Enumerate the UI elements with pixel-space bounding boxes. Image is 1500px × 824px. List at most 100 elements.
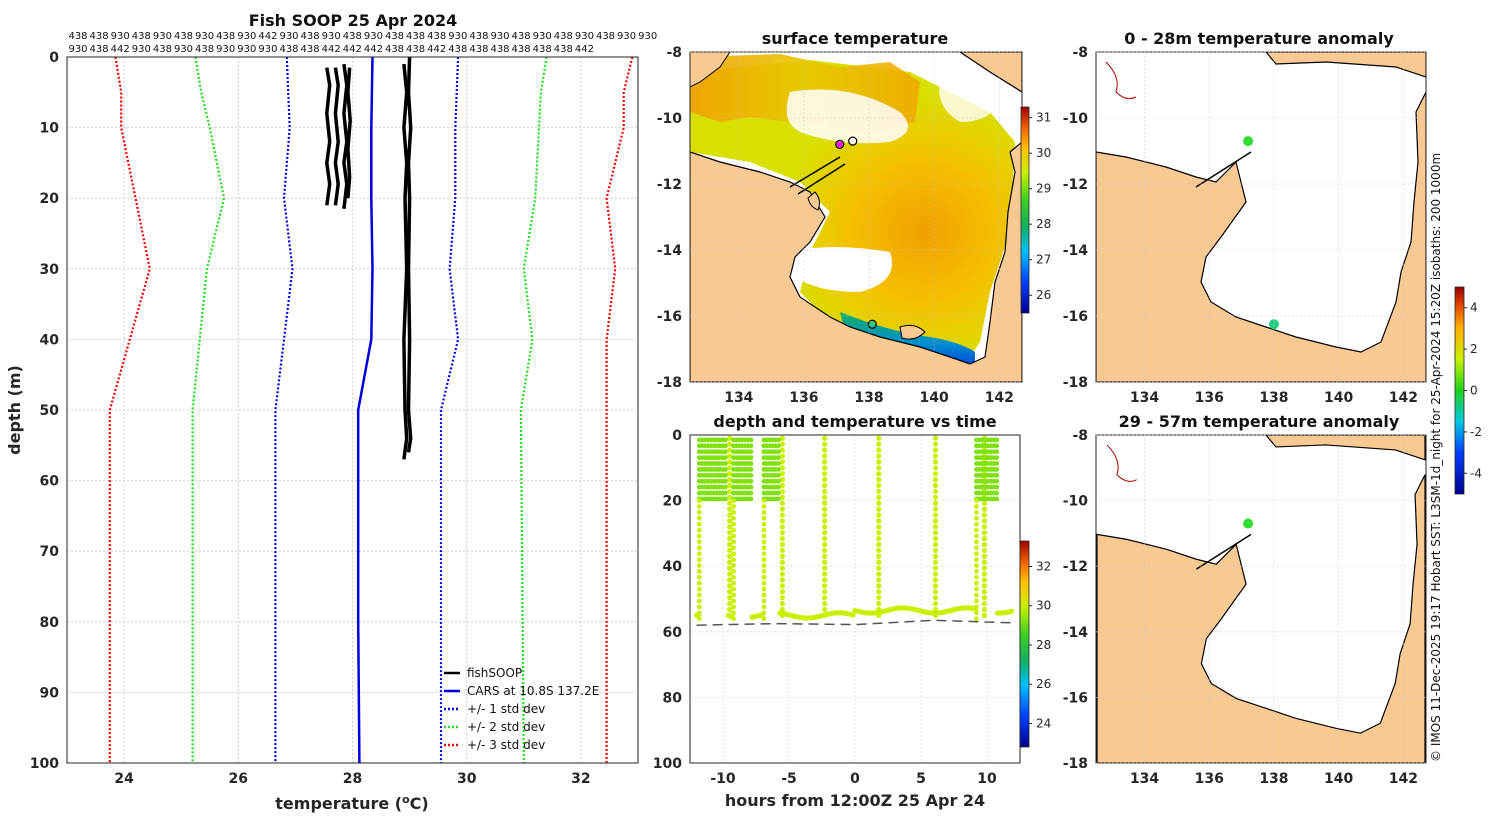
data-point — [727, 435, 733, 441]
data-point — [779, 553, 786, 559]
data-point — [822, 595, 828, 601]
data-point — [776, 490, 781, 496]
y-tick-label: 100 — [653, 756, 682, 772]
data-point — [761, 521, 767, 527]
position-marker — [867, 319, 877, 329]
data-point — [876, 494, 882, 500]
data-point — [731, 616, 736, 622]
top-label: 930 — [533, 31, 552, 42]
data-point — [779, 500, 786, 506]
data-point — [779, 595, 786, 601]
data-point — [731, 604, 736, 610]
data-point — [731, 574, 736, 580]
data-point — [822, 465, 828, 471]
data-point — [822, 494, 828, 500]
profile-grid — [67, 56, 638, 764]
data-point — [932, 553, 939, 559]
data-point — [722, 437, 728, 443]
top-label: 930 — [575, 31, 594, 42]
data-point — [822, 518, 828, 524]
x-tick-label: 136 — [789, 390, 818, 406]
data-point — [761, 545, 767, 551]
top-label: 438 — [406, 44, 425, 55]
data-point — [779, 612, 786, 619]
y-tick-label: -14 — [1063, 243, 1089, 259]
top-label: 930 — [279, 31, 298, 42]
data-point — [974, 604, 979, 610]
data-point — [1008, 608, 1015, 614]
y-tick-label: -16 — [1063, 309, 1088, 325]
data-point — [779, 536, 786, 542]
fishsoop-profile — [342, 63, 349, 210]
data-point — [779, 506, 786, 512]
data-point — [779, 459, 786, 465]
data-point — [776, 478, 781, 484]
top-label: 930 — [258, 44, 277, 55]
sst-map-area — [690, 52, 1022, 382]
data-point — [696, 533, 702, 539]
data-point — [974, 510, 979, 515]
position-marker-fill — [849, 138, 856, 145]
data-point — [932, 524, 939, 530]
data-point — [779, 600, 786, 607]
data-point — [696, 563, 702, 568]
data-point — [779, 482, 786, 489]
data-point — [932, 518, 939, 524]
top-label: 930 — [490, 31, 509, 42]
png-land — [1265, 52, 1426, 78]
data-point — [994, 496, 1000, 502]
data-point — [727, 518, 733, 524]
y-tick-label: 10 — [40, 121, 60, 137]
data-point — [779, 441, 786, 447]
top-label: 930 — [174, 44, 193, 55]
data-point — [727, 606, 733, 613]
top-label: 930 — [617, 31, 636, 42]
top-label: 438 — [174, 31, 193, 42]
bottom-depth-line — [696, 619, 1014, 626]
time-series-title: depth and temperature vs time — [713, 412, 996, 431]
data-point — [932, 477, 939, 483]
data-point — [876, 488, 882, 495]
data-point — [876, 447, 882, 453]
x-tick-label: 0 — [850, 771, 860, 787]
data-point — [932, 453, 939, 459]
data-point — [981, 583, 987, 589]
position-marker-fill — [869, 321, 876, 328]
data-point — [876, 583, 882, 589]
data-point — [981, 553, 987, 559]
isobath-red — [1105, 61, 1137, 100]
data-point — [727, 571, 733, 577]
top-label: 438 — [195, 44, 214, 55]
data-point — [932, 441, 939, 447]
data-point — [727, 459, 733, 465]
data-point — [932, 482, 939, 489]
data-point — [776, 472, 781, 478]
std-dev-upper — [439, 56, 460, 763]
data-point — [779, 465, 786, 471]
data-point — [981, 500, 987, 506]
top-label: 438 — [554, 31, 573, 42]
data-point — [727, 536, 733, 542]
data-point — [779, 471, 786, 477]
top-label: 438 — [533, 44, 552, 55]
data-point — [731, 527, 736, 533]
fishsoop-profile — [402, 63, 409, 460]
y-tick-label: 50 — [40, 403, 60, 419]
data-point — [822, 441, 828, 447]
data-point — [822, 571, 828, 577]
data-point — [876, 547, 882, 554]
colorbar-tick-label: 0 — [1470, 384, 1478, 398]
data-point — [727, 559, 733, 565]
top-label: 930 — [237, 31, 256, 42]
data-point — [822, 577, 828, 583]
top-label: 438 — [301, 44, 320, 55]
data-point — [932, 600, 939, 607]
data-point — [822, 488, 828, 495]
data-point — [761, 616, 767, 622]
profile-xlabel: temperature (oC) — [275, 793, 428, 813]
data-point — [974, 545, 979, 551]
y-tick-label: 30 — [40, 262, 60, 278]
data-point — [727, 577, 733, 583]
legend-label: fishSOOP — [467, 666, 522, 680]
